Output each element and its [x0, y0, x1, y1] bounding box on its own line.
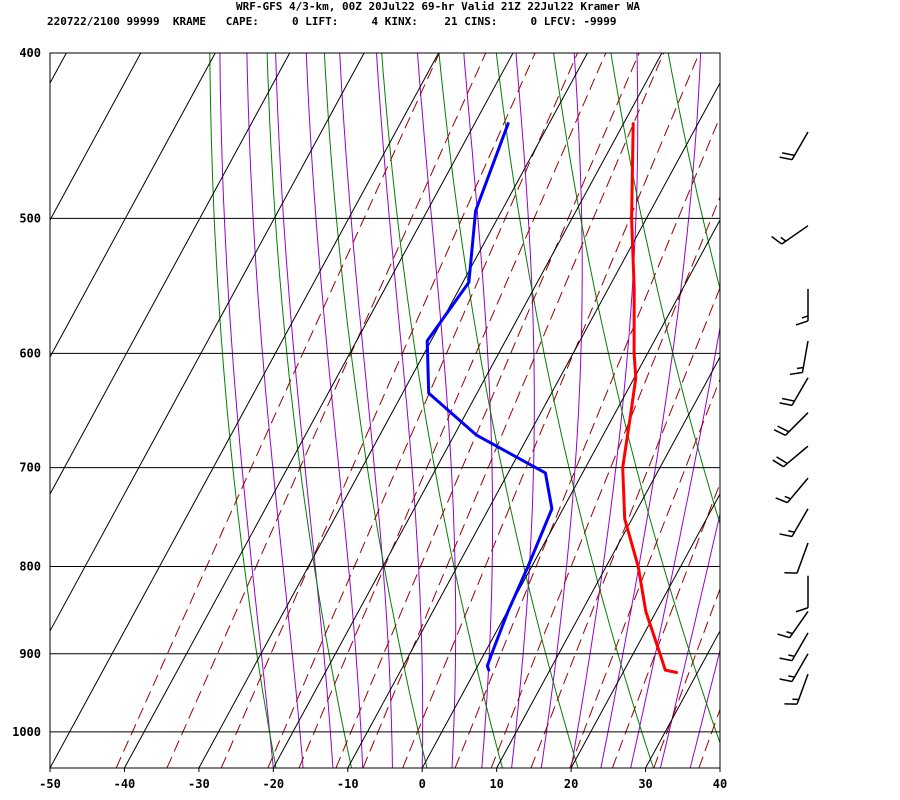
- isotherm-line: [645, 629, 720, 768]
- plot-frame: [49, 52, 721, 769]
- x-tick-label: -40: [114, 777, 136, 791]
- isotherm-line: [496, 355, 720, 768]
- y-tick-label: 800: [19, 560, 41, 574]
- y-tick-label: 500: [19, 211, 41, 225]
- moist-adiabat-line: [600, 53, 702, 768]
- x-axis-ticks: -50 -40 -30 -20 -10 0 10 20 30 40: [39, 768, 727, 791]
- dry-adiabat-line: [726, 53, 900, 768]
- isotherm-line: [50, 53, 365, 633]
- moist-adiabat-line: [305, 53, 364, 768]
- moist-adiabat-line: [376, 53, 424, 768]
- dry-adiabat-line: [438, 53, 579, 768]
- isotherm-line: [124, 53, 514, 768]
- wind-barb: [773, 412, 809, 436]
- y-tick-label: 1000: [12, 725, 41, 739]
- y-axis-ticks: 400 500 600 700 800 900 1000: [12, 46, 41, 739]
- dry-adiabat-line: [783, 53, 900, 768]
- wind-barb: [784, 673, 809, 705]
- isotherm-line: [347, 82, 720, 768]
- wind-barb: [771, 225, 809, 245]
- chart-grid: [50, 53, 900, 768]
- dry-adiabat-line: [266, 53, 352, 768]
- mixing-ratio-line: [166, 53, 487, 768]
- chart-header-line-1: WRF-GFS 4/3-km, 00Z 20Jul22 69-hr Valid …: [236, 0, 640, 13]
- dry-adiabat-line: [840, 53, 900, 768]
- wind-barb: [789, 340, 809, 376]
- x-tick-label: 30: [638, 777, 652, 791]
- y-tick-label: 400: [19, 46, 41, 60]
- dry-adiabat-line: [553, 53, 720, 745]
- x-tick-label: -10: [337, 777, 359, 791]
- wind-barb: [775, 477, 809, 504]
- wind-barb: [779, 653, 809, 683]
- moist-adiabat-line: [659, 511, 720, 768]
- mixing-ratio-line: [115, 53, 440, 768]
- isotherm-line: [719, 766, 720, 768]
- moist-adiabat-line: [463, 53, 494, 768]
- isotherm-line: [50, 53, 440, 768]
- wind-barb: [772, 445, 809, 468]
- dry-adiabat-line: [610, 53, 720, 526]
- moist-adiabat-line: [689, 648, 720, 768]
- isotherm-line: [272, 53, 663, 768]
- dry-adiabat-line: [495, 53, 654, 768]
- wind-barb: [777, 611, 809, 639]
- isotherm-line: [198, 53, 588, 768]
- moist-adiabat-line: [417, 53, 457, 768]
- y-tick-label: 700: [19, 461, 41, 475]
- moist-adiabat-line: [339, 53, 393, 768]
- y-tick-label: 900: [19, 647, 41, 661]
- moist-adiabat-line: [275, 53, 334, 768]
- moist-adiabat-line: [246, 53, 304, 768]
- isotherm-line: [50, 53, 216, 359]
- mixing-ratio-line: [402, 53, 700, 768]
- x-tick-label: 20: [564, 777, 578, 791]
- chart-header-line-2: 220722/2100 99999 KRAME CAPE: 0 LIFT: 4 …: [47, 15, 617, 28]
- wind-barb: [779, 131, 809, 161]
- moist-adiabat-line: [570, 53, 639, 768]
- mixing-ratio-line: [362, 53, 665, 768]
- dry-adiabat-line: [667, 53, 720, 291]
- wind-barb: [779, 508, 809, 538]
- moist-adiabat-line: [511, 53, 535, 768]
- moist-adiabat-line: [630, 325, 720, 768]
- mixing-ratio-line: [490, 195, 720, 768]
- mixing-ratio-line: [267, 53, 578, 768]
- isotherm-line: [50, 53, 142, 222]
- mixing-ratio-line: [220, 53, 536, 768]
- x-tick-label: -20: [262, 777, 284, 791]
- mixing-ratio-line: [530, 286, 720, 768]
- wind-barb: [795, 288, 809, 326]
- y-tick-label: 600: [19, 346, 41, 360]
- wind-barb: [795, 575, 809, 613]
- mixing-ratio-line: [569, 378, 720, 768]
- mixing-ratio-line: [335, 53, 640, 768]
- moist-adiabat-line: [719, 765, 720, 768]
- isotherm-line: [570, 492, 720, 768]
- wind-barb: [779, 377, 809, 407]
- x-tick-label: -30: [188, 777, 210, 791]
- x-tick-label: 40: [713, 777, 727, 791]
- dry-adiabat-line: [323, 53, 428, 768]
- mixing-ratio-line: [611, 482, 720, 768]
- x-tick-label: 0: [419, 777, 426, 791]
- dry-adiabat-line: [381, 53, 503, 768]
- mixing-ratio-line: [298, 53, 607, 768]
- wind-barbs: [771, 131, 809, 705]
- chart-series: [425, 122, 679, 674]
- moist-adiabat-line: [219, 53, 274, 768]
- isotherm-line: [421, 219, 720, 768]
- wind-barb: [779, 632, 809, 662]
- x-tick-label: 10: [489, 777, 503, 791]
- x-tick-label: -50: [39, 777, 61, 791]
- wind-barb: [784, 542, 809, 574]
- mixing-ratio-line: [454, 115, 720, 768]
- isotherm-line: [50, 53, 291, 496]
- dry-adiabat-line: [209, 53, 277, 768]
- moist-adiabat-line: [540, 53, 583, 768]
- mixing-ratio-line: [698, 708, 720, 768]
